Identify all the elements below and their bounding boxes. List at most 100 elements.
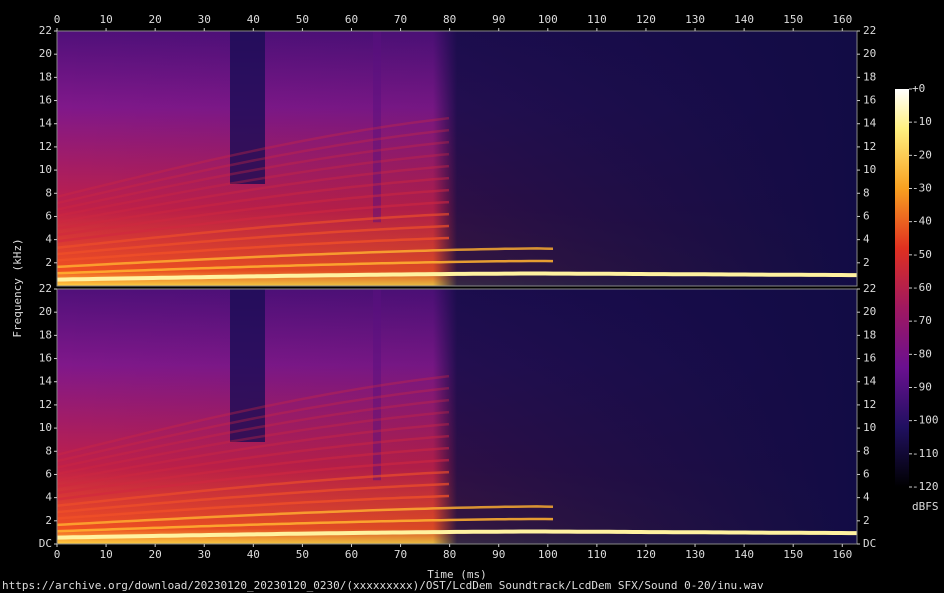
y-tick-label: 14 (863, 117, 877, 130)
y-tick-label: 10 (863, 421, 876, 434)
plot-frame (56, 30, 858, 287)
y-axis-label: Frequency (kHz) (11, 238, 24, 337)
colorbar-tick-label: -70 (912, 314, 932, 327)
harmonic (56, 188, 450, 237)
y-tick-label: 6 (45, 467, 52, 480)
y-tick-label: DC (39, 537, 52, 550)
x-tick-label: 50 (296, 548, 309, 561)
colorbar-tick-label: -120 (912, 480, 939, 493)
spectrogram-decay (57, 289, 857, 544)
harmonic (56, 446, 450, 495)
colorbar-tick-label: -60 (912, 281, 932, 294)
harmonic (56, 224, 450, 256)
y-tick-label: 6 (45, 209, 52, 222)
y-tick-label: 22 (39, 282, 52, 295)
colorbar-tick-label: -90 (912, 381, 932, 394)
x-tick-label: 10 (99, 13, 112, 26)
harmonic (56, 116, 450, 199)
y-tick-label: 12 (39, 140, 52, 153)
y-tick-label: 4 (45, 491, 52, 504)
y-tick-label: 12 (39, 398, 52, 411)
x-tick-label: 0 (54, 13, 61, 26)
y-tick-label: 8 (863, 186, 870, 199)
harmonic (56, 494, 450, 520)
y-tick-label: 6 (863, 467, 870, 480)
y-tick-label: 18 (39, 70, 52, 83)
x-tick-label: 0 (54, 548, 61, 561)
harmonic (56, 236, 450, 262)
x-tick-label: 90 (492, 13, 505, 26)
y-tick-label: 10 (39, 421, 52, 434)
x-tick-label: 160 (832, 13, 852, 26)
x-tick-label: 20 (149, 548, 162, 561)
harmonic (56, 458, 450, 501)
x-tick-label: 150 (783, 548, 803, 561)
y-tick-label: 4 (45, 233, 52, 246)
spectrogram-gap (373, 31, 381, 223)
y-tick-label: 16 (863, 94, 876, 107)
y-tick-label: 20 (39, 305, 52, 318)
x-tick-label: 40 (247, 548, 260, 561)
x-tick-label: 150 (783, 13, 803, 26)
x-tick-label: 140 (734, 548, 754, 561)
harmonic (56, 128, 450, 205)
x-tick-label: 80 (443, 548, 456, 561)
harmonic (56, 140, 450, 211)
harmonic (56, 505, 554, 527)
x-tick-label: 90 (492, 548, 505, 561)
y-tick-label: 8 (45, 444, 52, 457)
y-tick-label: 4 (863, 491, 870, 504)
x-tick-label: 40 (247, 13, 260, 26)
x-tick-label: 50 (296, 13, 309, 26)
y-tick-label: 20 (39, 47, 52, 60)
x-tick-label: 70 (394, 13, 407, 26)
y-tick-label: 22 (863, 24, 876, 37)
x-tick-label: 140 (734, 13, 754, 26)
x-tick-label: 70 (394, 548, 407, 561)
harmonic (56, 374, 450, 457)
colorbar-tick-label: -50 (912, 248, 932, 261)
y-tick-label: 14 (39, 117, 53, 130)
source-url: https://archive.org/download/20230120_20… (2, 579, 764, 592)
spectrogram-decay (57, 31, 857, 286)
harmonic (56, 212, 450, 250)
y-tick-label: 18 (863, 328, 876, 341)
colorbar-tick-label: -30 (912, 182, 932, 195)
harmonic (56, 200, 450, 243)
y-tick-label: 18 (39, 328, 52, 341)
colorbar-tick-label: -110 (912, 447, 939, 460)
harmonic (56, 176, 450, 230)
y-tick-label: 10 (863, 163, 876, 176)
y-tick-label: 2 (863, 514, 870, 527)
x-tick-label: 30 (198, 548, 211, 561)
harmonic (56, 410, 450, 476)
spectrogram-gap (230, 31, 265, 184)
x-tick-label: 110 (587, 13, 607, 26)
y-tick-label: 10 (39, 163, 52, 176)
y-tick-label: 16 (39, 94, 52, 107)
x-tick-label: 130 (685, 13, 705, 26)
spectrogram-gap (373, 289, 381, 481)
x-tick-label: 80 (443, 13, 456, 26)
harmonic (56, 271, 857, 282)
y-tick-label: 14 (863, 375, 877, 388)
x-axis-label: Time (ms) (427, 568, 487, 581)
harmonic (56, 152, 450, 218)
y-tick-label: DC (863, 537, 876, 550)
y-tick-label: 22 (863, 282, 876, 295)
harmonic (56, 398, 450, 469)
harmonic (56, 247, 554, 269)
y-tick-label: 2 (863, 256, 870, 269)
y-tick-label: 16 (863, 352, 876, 365)
colorbar-tick-label: -10 (912, 115, 932, 128)
x-tick-label: 20 (149, 13, 162, 26)
y-tick-label: 20 (863, 305, 876, 318)
y-tick-label: 20 (863, 47, 876, 60)
y-tick-label: 8 (45, 186, 52, 199)
x-tick-label: 160 (832, 548, 852, 561)
x-tick-label: 30 (198, 13, 211, 26)
colorbar-tick-label: -80 (912, 347, 932, 360)
colorbar-tick-label: -40 (912, 215, 932, 228)
harmonic (56, 422, 450, 482)
